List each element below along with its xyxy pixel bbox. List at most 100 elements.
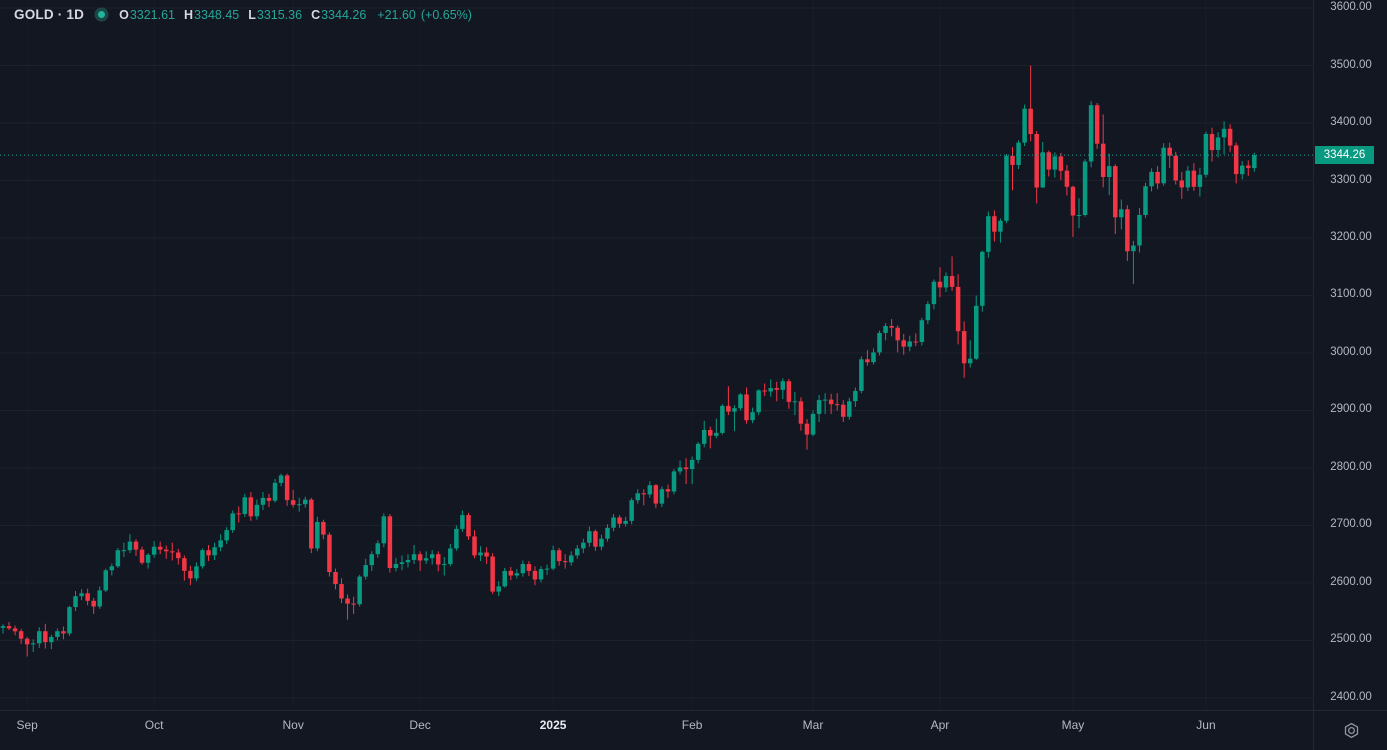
candle[interactable]	[1173, 151, 1178, 185]
candle[interactable]	[1203, 131, 1209, 178]
candle[interactable]	[182, 555, 187, 581]
candle[interactable]	[720, 404, 725, 435]
candle[interactable]	[399, 555, 405, 571]
candle[interactable]	[417, 551, 423, 571]
candle[interactable]	[43, 623, 48, 649]
candle[interactable]	[1010, 147, 1015, 191]
candle[interactable]	[1131, 240, 1136, 284]
candle[interactable]	[290, 489, 296, 508]
candle[interactable]	[659, 486, 665, 508]
candle[interactable]	[242, 493, 248, 517]
candle[interactable]	[877, 330, 882, 356]
candle[interactable]	[411, 545, 417, 564]
candle[interactable]	[1100, 114, 1106, 188]
candle[interactable]	[1179, 171, 1185, 199]
candle[interactable]	[248, 492, 254, 521]
candle[interactable]	[786, 378, 792, 409]
candle[interactable]	[200, 548, 205, 569]
candle[interactable]	[901, 334, 906, 355]
candle[interactable]	[67, 605, 72, 636]
candle[interactable]	[744, 387, 749, 424]
candle[interactable]	[544, 564, 550, 575]
candle[interactable]	[1246, 160, 1251, 176]
candle[interactable]	[345, 594, 350, 620]
candle[interactable]	[363, 558, 368, 580]
candle[interactable]	[1082, 159, 1088, 217]
candle[interactable]	[623, 516, 628, 527]
candle[interactable]	[460, 510, 465, 532]
candle[interactable]	[212, 542, 217, 560]
axis-settings-button[interactable]	[1339, 719, 1363, 743]
candle[interactable]	[992, 210, 997, 242]
candle[interactable]	[218, 534, 223, 552]
candle[interactable]	[701, 420, 707, 448]
candle[interactable]	[435, 551, 441, 572]
candle[interactable]	[1094, 102, 1100, 149]
candle[interactable]	[429, 550, 435, 565]
candle[interactable]	[91, 597, 96, 614]
candle[interactable]	[381, 513, 387, 548]
candle[interactable]	[708, 426, 713, 449]
candle[interactable]	[163, 545, 169, 559]
candle[interactable]	[1040, 142, 1045, 188]
candle[interactable]	[151, 541, 157, 558]
candle[interactable]	[526, 561, 532, 576]
price-axis[interactable]: 3344.26 3600.00 3500.00 3400.00 3300.00 3200…	[1313, 0, 1387, 710]
candle[interactable]	[913, 333, 919, 347]
candle[interactable]	[641, 489, 647, 506]
candle[interactable]	[816, 395, 822, 422]
candle[interactable]	[986, 211, 991, 258]
candle[interactable]	[333, 568, 338, 590]
candle[interactable]	[1209, 127, 1215, 162]
candle[interactable]	[260, 492, 266, 510]
candle[interactable]	[1221, 121, 1227, 155]
candle[interactable]	[490, 553, 495, 594]
candle[interactable]	[974, 295, 979, 360]
candle[interactable]	[980, 250, 985, 312]
candle[interactable]	[949, 256, 955, 291]
chart-plot-area[interactable]	[0, 0, 1313, 710]
candle[interactable]	[895, 325, 900, 353]
candle[interactable]	[647, 481, 653, 498]
candle[interactable]	[405, 554, 411, 568]
candle[interactable]	[1185, 166, 1191, 191]
candle[interactable]	[750, 407, 755, 424]
candle[interactable]	[732, 405, 737, 432]
candle[interactable]	[157, 541, 163, 555]
candle[interactable]	[550, 545, 556, 571]
candle[interactable]	[139, 546, 145, 565]
candle[interactable]	[822, 393, 828, 414]
candle[interactable]	[393, 557, 399, 572]
candle[interactable]	[127, 534, 133, 554]
candle[interactable]	[278, 473, 284, 487]
candle[interactable]	[296, 497, 302, 512]
candle[interactable]	[1034, 131, 1039, 204]
candle[interactable]	[762, 383, 767, 397]
candle[interactable]	[18, 628, 24, 644]
candle[interactable]	[931, 279, 937, 310]
candle[interactable]	[1113, 164, 1118, 234]
candle[interactable]	[653, 484, 659, 509]
candle[interactable]	[1052, 152, 1058, 178]
candle[interactable]	[1239, 161, 1245, 180]
candle[interactable]	[520, 560, 526, 577]
candle[interactable]	[1046, 150, 1052, 177]
candle[interactable]	[774, 381, 780, 402]
candle[interactable]	[635, 489, 640, 504]
candle[interactable]	[315, 516, 320, 552]
candle[interactable]	[907, 335, 913, 352]
candle[interactable]	[955, 274, 961, 345]
candle[interactable]	[508, 566, 514, 581]
market-status-dot-icon[interactable]	[98, 11, 106, 18]
candle[interactable]	[321, 519, 326, 540]
candle[interactable]	[593, 529, 598, 551]
candle[interactable]	[61, 626, 66, 640]
candle[interactable]	[206, 545, 211, 562]
candle[interactable]	[442, 557, 447, 576]
candle[interactable]	[375, 540, 381, 558]
candle[interactable]	[853, 387, 858, 408]
candle[interactable]	[103, 568, 109, 593]
candle[interactable]	[532, 566, 538, 586]
candle[interactable]	[357, 574, 362, 607]
candle[interactable]	[194, 562, 199, 582]
